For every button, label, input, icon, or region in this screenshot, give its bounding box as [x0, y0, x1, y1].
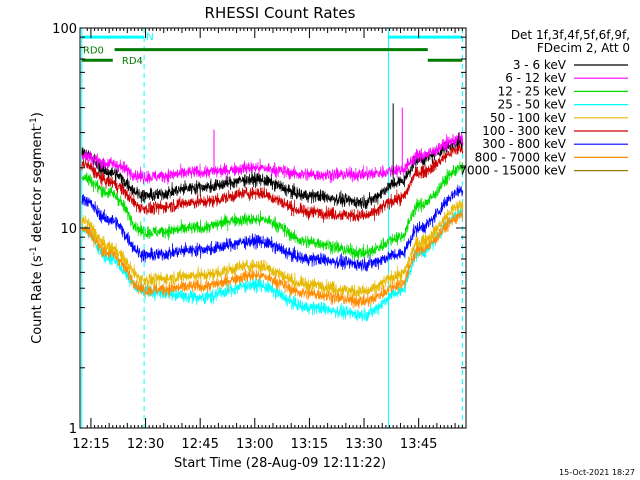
plot-area: N RD0 RD4: [81, 28, 464, 428]
y-tick-label: 1: [69, 422, 77, 437]
legend-label: 50 - 100 keV: [490, 111, 567, 125]
series-line-800-7000-kev: [81, 209, 464, 309]
y-axis-label-middle: detector segment: [30, 126, 45, 246]
y-axis-ticks: 1 10 100: [52, 22, 466, 437]
series-line-6-12-kev: [81, 131, 464, 185]
x-tick-label: 13:15: [291, 437, 328, 452]
flag-band-layer: N RD0 RD4: [81, 32, 463, 67]
legend-label: 12 - 25 keV: [498, 84, 567, 98]
y-axis-label-end: ): [30, 112, 45, 117]
series-line-50-100-kev: [81, 200, 464, 298]
legend-header-line-1: Det 1f,3f,4f,5f,6f,9f,: [511, 28, 630, 42]
flag-band-label: N: [146, 32, 153, 43]
series-line-3-6-kev: [81, 135, 464, 210]
x-tick-label: 13:45: [400, 437, 437, 452]
x-tick-label: 12:45: [181, 437, 218, 452]
legend-label: 800 - 7000 keV: [475, 150, 567, 164]
series-line-100-300-kev: [81, 143, 464, 223]
y-axis-label-exponent-1: -1: [29, 246, 39, 255]
y-axis-label-exponent-2: -1: [29, 117, 39, 126]
series-line-300-800-kev: [81, 184, 464, 272]
legend-label: 3 - 6 keV: [513, 58, 567, 72]
series-layer: [81, 103, 464, 322]
flag-band-label: RD0: [83, 46, 104, 57]
legend-label: 25 - 50 keV: [498, 98, 567, 112]
chart-title: RHESSI Count Rates: [205, 4, 356, 22]
y-tick-label: 10: [60, 222, 77, 237]
y-axis-label-main: Count Rate (s: [30, 255, 45, 344]
x-axis-ticks: 12:15 12:30 12:45 13:00 13:15 13:30 13:45: [72, 28, 467, 452]
series-line-12-25-kev: [81, 161, 464, 261]
legend-label: 6 - 12 keV: [505, 71, 567, 85]
flag-band-label: RD4: [122, 56, 143, 67]
x-tick-label: 13:30: [345, 437, 382, 452]
x-tick-label: 13:00: [236, 437, 273, 452]
x-tick-label: 12:30: [127, 437, 164, 452]
timestamp: 15-Oct-2021 18:27: [559, 468, 635, 477]
legend-label: 300 - 800 keV: [482, 137, 566, 151]
legend-label: 7000 - 15000 keV: [459, 164, 566, 178]
y-axis-label: Count Rate (s-1 detector segment-1): [29, 112, 45, 344]
legend-label: 100 - 300 keV: [482, 124, 566, 138]
x-axis-label: Start Time (28-Aug-09 12:11:22): [174, 456, 386, 471]
legend-header-line-2: FDecim 2, Att 0: [537, 41, 630, 55]
y-tick-label: 100: [52, 22, 77, 37]
x-tick-label: 12:15: [72, 437, 109, 452]
